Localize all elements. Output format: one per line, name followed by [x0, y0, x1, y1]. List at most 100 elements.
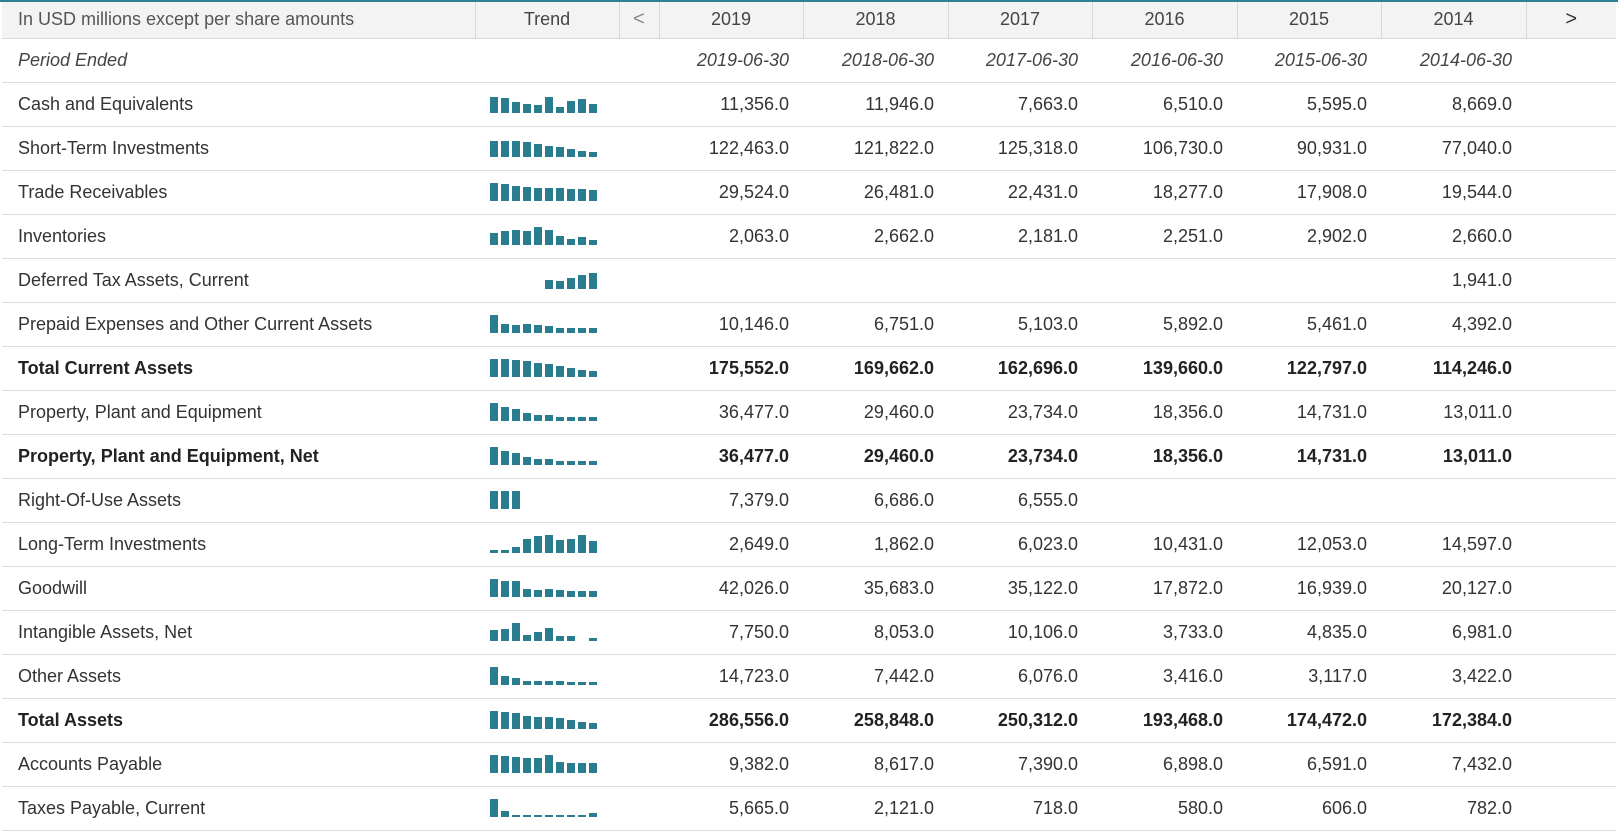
sparkline-bar	[567, 278, 575, 289]
table-row[interactable]: Goodwill 42,026.0 35,683.0 35,122.0 17,872.0…	[2, 566, 1616, 611]
value-cell: 20,127.0	[1381, 566, 1526, 611]
sparkline-bar	[567, 636, 575, 641]
row-label: Long-Term Investments	[2, 522, 475, 567]
period-date: 2016-06-30	[1092, 38, 1237, 83]
trend-sparkline	[475, 434, 619, 479]
sparkline-bar	[567, 539, 575, 553]
value-cell: 2,181.0	[948, 214, 1092, 259]
sparkline-bar	[534, 632, 542, 641]
value-cell: 8,669.0	[1381, 82, 1526, 127]
value-cell: 26,481.0	[803, 170, 948, 215]
value-cell: 6,555.0	[948, 478, 1092, 523]
year-header-2016[interactable]: 2016	[1092, 2, 1238, 39]
sparkline-bar	[512, 453, 520, 465]
sparkline-chart	[490, 535, 597, 553]
row-end-spacer	[1526, 170, 1616, 215]
table-row[interactable]: Accounts Payable 9,382.0 8,617.0 7,390.0 6,8…	[2, 742, 1616, 787]
sparkline-bar	[501, 359, 509, 377]
sparkline-bar	[501, 712, 509, 729]
sparkline-bar	[556, 107, 564, 113]
sparkline-bar	[578, 328, 586, 333]
table-row[interactable]: Deferred Tax Assets, Current 1,941.0	[2, 258, 1616, 303]
sparkline-bar	[578, 99, 586, 113]
value-cell: 10,106.0	[948, 610, 1092, 655]
sparkline-chart	[490, 403, 597, 421]
sparkline-bar	[567, 189, 575, 201]
table-row[interactable]: Property, Plant and Equipment 36,477.0 29,…	[2, 390, 1616, 435]
sparkline-bar	[578, 682, 586, 685]
sparkline-bar	[589, 240, 597, 245]
year-header-2014[interactable]: 2014	[1381, 2, 1527, 39]
value-cell: 125,318.0	[948, 126, 1092, 171]
sparkline-bar	[556, 636, 564, 641]
sparkline-bar	[556, 540, 564, 553]
table-row[interactable]: Total Assets 286,556.0 258,848.0 250,312.0 1…	[2, 698, 1616, 743]
sparkline-bar	[490, 183, 498, 201]
sparkline-bar	[567, 368, 575, 377]
table-row[interactable]: Right-Of-Use Assets 7,379.0 6,686.0 6,555.0	[2, 478, 1616, 523]
sparkline-bar	[490, 491, 498, 509]
next-period-button[interactable]: >	[1526, 2, 1616, 39]
sparkline-bar	[523, 231, 531, 245]
sparkline-bar	[589, 461, 597, 465]
table-row[interactable]: Inventories 2,063.0 2,662.0 2,181.0 2,251.0 2…	[2, 214, 1616, 259]
row-spacer	[619, 522, 659, 567]
value-cell: 3,422.0	[1381, 654, 1526, 699]
sparkline-chart	[490, 97, 597, 113]
value-cell: 286,556.0	[659, 698, 803, 743]
value-cell: 139,660.0	[1092, 346, 1237, 391]
row-spacer	[619, 698, 659, 743]
sparkline-bar	[545, 364, 553, 377]
year-header-2018[interactable]: 2018	[803, 2, 949, 39]
sparkline-bar	[567, 101, 575, 113]
row-spacer	[619, 258, 659, 303]
sparkline-bar	[589, 591, 597, 597]
value-cell	[1381, 478, 1526, 523]
sparkline-bar	[567, 682, 575, 685]
table-row[interactable]: Taxes Payable, Current 5,665.0 2,121.0 718.…	[2, 786, 1616, 831]
sparkline-bar	[523, 187, 531, 201]
trend-header: Trend	[475, 2, 620, 39]
sparkline-bar	[501, 141, 509, 157]
table-row[interactable]: Trade Receivables 29,524.0 26,481.0 22,431.…	[2, 170, 1616, 215]
row-label: Total Assets	[2, 698, 475, 743]
table-row[interactable]: Short-Term Investments 122,463.0 121,822.0…	[2, 126, 1616, 171]
value-cell: 122,797.0	[1237, 346, 1381, 391]
sparkline-bar	[490, 97, 498, 113]
period-date: 2017-06-30	[948, 38, 1092, 83]
prev-period-button[interactable]: <	[619, 2, 660, 39]
sparkline-bar	[523, 413, 531, 421]
sparkline-bar	[589, 104, 597, 113]
table-row[interactable]: Total Current Assets 175,552.0 169,662.0 16…	[2, 346, 1616, 391]
table-row[interactable]: Long-Term Investments 2,649.0 1,862.0 6,023…	[2, 522, 1616, 567]
value-cell: 175,552.0	[659, 346, 803, 391]
table-row[interactable]: Prepaid Expenses and Other Current Asset…	[2, 302, 1616, 347]
year-header-2019[interactable]: 2019	[659, 2, 804, 39]
sparkline-bar	[501, 98, 509, 113]
year-header-2015[interactable]: 2015	[1237, 2, 1382, 39]
sparkline-bar	[523, 457, 531, 465]
period-trend-cell	[475, 38, 619, 83]
sparkline-chart	[490, 755, 597, 773]
sparkline-bar	[556, 681, 564, 685]
sparkline-bar	[523, 142, 531, 157]
sparkline-bar	[545, 459, 553, 465]
value-cell: 162,696.0	[948, 346, 1092, 391]
table-row[interactable]: Property, Plant and Equipment, Net 36,477…	[2, 434, 1616, 479]
sparkline-chart	[490, 799, 597, 817]
year-header-2017[interactable]: 2017	[948, 2, 1093, 39]
value-cell: 90,931.0	[1237, 126, 1381, 171]
sparkline-bar	[556, 328, 564, 333]
row-label: Taxes Payable, Current	[2, 786, 475, 831]
sparkline-bar	[534, 325, 542, 333]
table-row[interactable]: Cash and Equivalents 11,356.0 11,946.0 7,66…	[2, 82, 1616, 127]
table-row[interactable]: Intangible Assets, Net 7,750.0 8,053.0 10,1…	[2, 610, 1616, 655]
value-cell: 169,662.0	[803, 346, 948, 391]
sparkline-bar	[578, 722, 586, 729]
sparkline-bar	[556, 815, 564, 817]
sparkline-bar	[512, 491, 520, 509]
sparkline-bar	[512, 325, 520, 333]
table-row[interactable]: Other Assets 14,723.0 7,442.0 6,076.0 3,416.…	[2, 654, 1616, 699]
sparkline-bar	[589, 417, 597, 421]
